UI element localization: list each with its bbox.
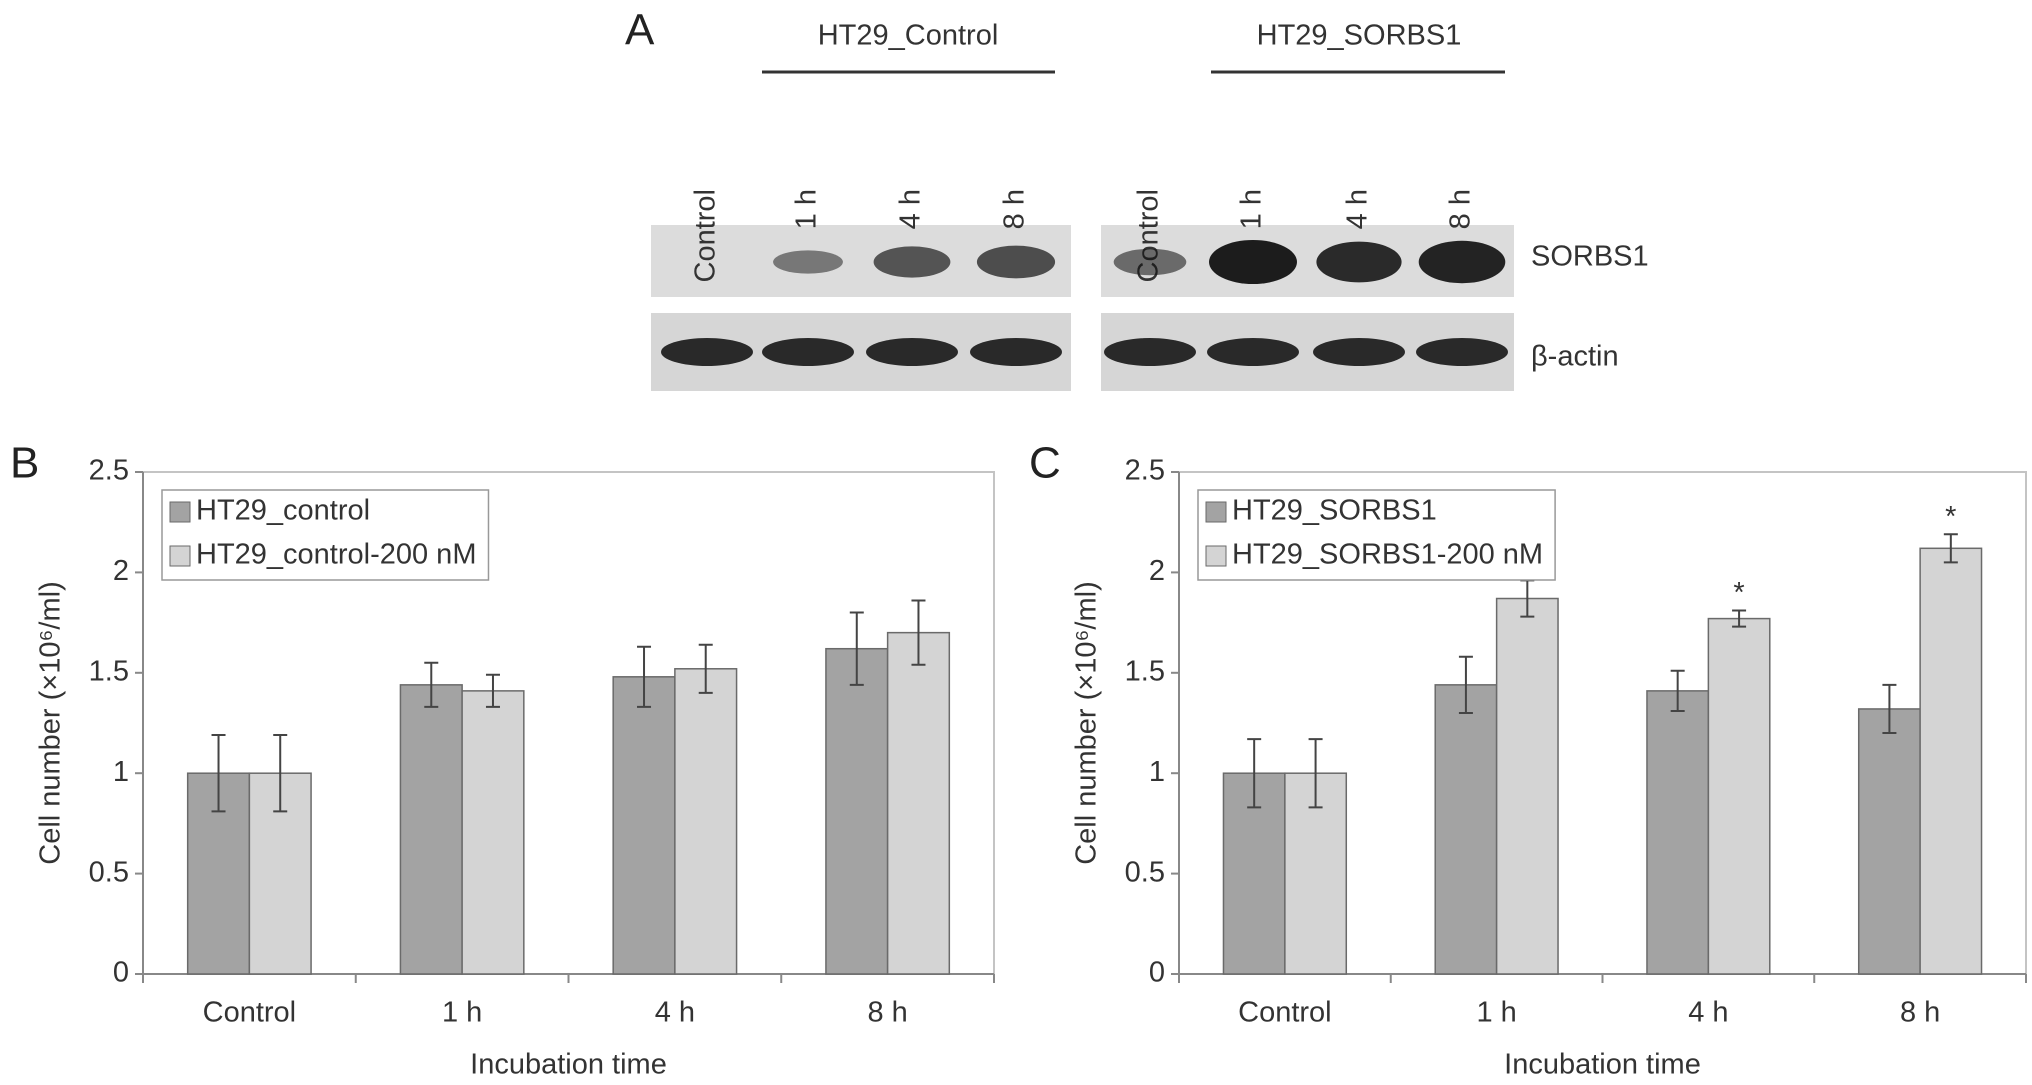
error-bar [1308, 738, 1323, 809]
band [773, 250, 843, 274]
band [1207, 338, 1299, 366]
lane-label: 1 h [1236, 189, 1268, 229]
band [970, 338, 1062, 366]
y-axis-title: Cell number (×10⁶/ml) [1071, 581, 1103, 865]
x-tick-label: 8 h [1900, 997, 1940, 1029]
lane-label: 8 h [1445, 189, 1477, 229]
error-bar [1247, 738, 1262, 809]
band [1113, 248, 1187, 276]
band [866, 338, 958, 366]
significance-marker: * [1733, 577, 1744, 609]
band [1209, 240, 1297, 284]
legend-label: HT29_SORBS1-200 nM [1232, 539, 1543, 571]
panel-label: A [625, 6, 655, 55]
error-bar [1670, 669, 1685, 712]
error-bar [1943, 533, 1958, 564]
bar [461, 690, 525, 975]
error-bar [911, 599, 926, 666]
band [1418, 240, 1506, 284]
legend-box [161, 489, 490, 581]
bar [612, 676, 676, 975]
y-axis-title: Cell number (×10⁶/ml) [35, 581, 67, 865]
y-tick-label: 2 [1149, 555, 1165, 587]
error-bar [424, 661, 439, 708]
bar [886, 631, 951, 975]
error-bar [485, 673, 500, 708]
bar [399, 684, 463, 975]
x-tick-label: Control [1238, 997, 1332, 1029]
x-tick-label: 4 h [655, 997, 695, 1029]
bar [825, 647, 889, 975]
lane-label: 1 h [791, 189, 823, 229]
band [1416, 338, 1508, 366]
y-tick-label: 2.5 [1125, 455, 1165, 487]
error-bar [698, 643, 713, 694]
y-tick-label: 0.5 [89, 856, 129, 888]
x-tick-label: Control [203, 997, 297, 1029]
group-title: HT29_SORBS1 [1257, 20, 1462, 52]
bar [1857, 708, 1921, 975]
panel-label: B [10, 439, 39, 488]
band [873, 246, 951, 278]
legend-label: HT29_control [196, 495, 370, 527]
x-axis-title: Incubation time [470, 1049, 667, 1081]
band [661, 338, 753, 366]
legend-box [1197, 489, 1556, 581]
band [1313, 338, 1405, 366]
y-tick-label: 0 [1149, 957, 1165, 989]
lane-label: 4 h [895, 189, 927, 229]
y-tick-label: 1 [113, 756, 129, 788]
bar [1919, 547, 1983, 975]
bar [674, 668, 738, 975]
legend-swatch [1205, 545, 1227, 567]
legend-label: HT29_SORBS1 [1232, 495, 1437, 527]
error-bar [1458, 655, 1473, 714]
panel-label: C [1029, 439, 1061, 488]
x-tick-label: 8 h [867, 997, 907, 1029]
legend-swatch [169, 545, 191, 567]
x-tick-label: 1 h [442, 997, 482, 1029]
legend-swatch [1205, 501, 1227, 523]
y-tick-label: 1.5 [89, 655, 129, 687]
error-bar [273, 734, 288, 813]
significance-marker: * [1945, 501, 1956, 533]
error-bar [849, 611, 864, 686]
error-bar [1882, 683, 1897, 735]
y-tick-label: 0.5 [1125, 856, 1165, 888]
legend-swatch [169, 501, 191, 523]
bar [1707, 617, 1771, 975]
y-tick-label: 2 [113, 555, 129, 587]
bar [1495, 597, 1559, 975]
bar [1646, 690, 1710, 975]
band [976, 245, 1056, 279]
error-bar [1732, 609, 1747, 628]
row-label: β-actin [1531, 341, 1619, 373]
lane-label: Control [690, 189, 722, 283]
group-title: HT29_Control [818, 20, 999, 52]
y-tick-label: 0 [113, 957, 129, 989]
y-tick-label: 1 [1149, 756, 1165, 788]
band [762, 338, 854, 366]
x-tick-label: 1 h [1476, 997, 1516, 1029]
x-axis-title: Incubation time [1504, 1049, 1701, 1081]
error-bar [637, 645, 652, 708]
y-tick-label: 2.5 [89, 455, 129, 487]
band [1316, 241, 1402, 283]
legend-label: HT29_control-200 nM [196, 539, 476, 571]
y-tick-label: 1.5 [1125, 655, 1165, 687]
bar [1434, 684, 1498, 975]
lane-label: 8 h [999, 189, 1031, 229]
x-tick-label: 4 h [1688, 997, 1728, 1029]
row-label: SORBS1 [1531, 241, 1649, 273]
lane-label: 4 h [1342, 189, 1374, 229]
band [1104, 338, 1196, 366]
error-bar [211, 734, 226, 813]
